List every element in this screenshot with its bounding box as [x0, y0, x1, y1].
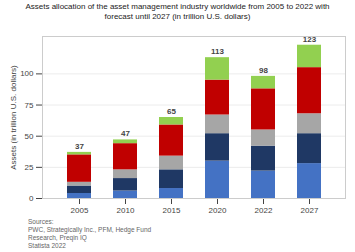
svg-text:98: 98: [259, 66, 268, 75]
svg-text:123: 123: [302, 34, 317, 44]
svg-text:2020: 2020: [209, 206, 227, 215]
svg-text:0: 0: [29, 194, 34, 203]
svg-text:50: 50: [25, 132, 34, 141]
html-text:Assets allocation of the asset: Assets allocation of the asset managemen…: [25, 2, 330, 21]
svg-text:100: 100: [20, 69, 34, 78]
svg-text:2027: 2027: [301, 206, 319, 215]
svg-text:2010: 2010: [117, 206, 135, 215]
svg-text:37: 37: [75, 142, 84, 151]
svg-text:2015: 2015: [163, 206, 181, 215]
html-text:Sources: PWC, Strategically In: Sources: PWC, Strategically Inc., PFM, H…: [28, 218, 152, 249]
svg-text:75: 75: [25, 101, 34, 110]
svg-text:2005: 2005: [71, 206, 89, 215]
svg-text:113: 113: [211, 47, 224, 56]
svg-text:47: 47: [121, 129, 130, 138]
svg-text:25: 25: [25, 163, 34, 172]
svg-text:Assets (in trillion U.S. dolla: Assets (in trillion U.S. dollars): [9, 65, 18, 170]
svg-text:2022: 2022: [255, 206, 273, 215]
svg-text:65: 65: [167, 107, 176, 116]
